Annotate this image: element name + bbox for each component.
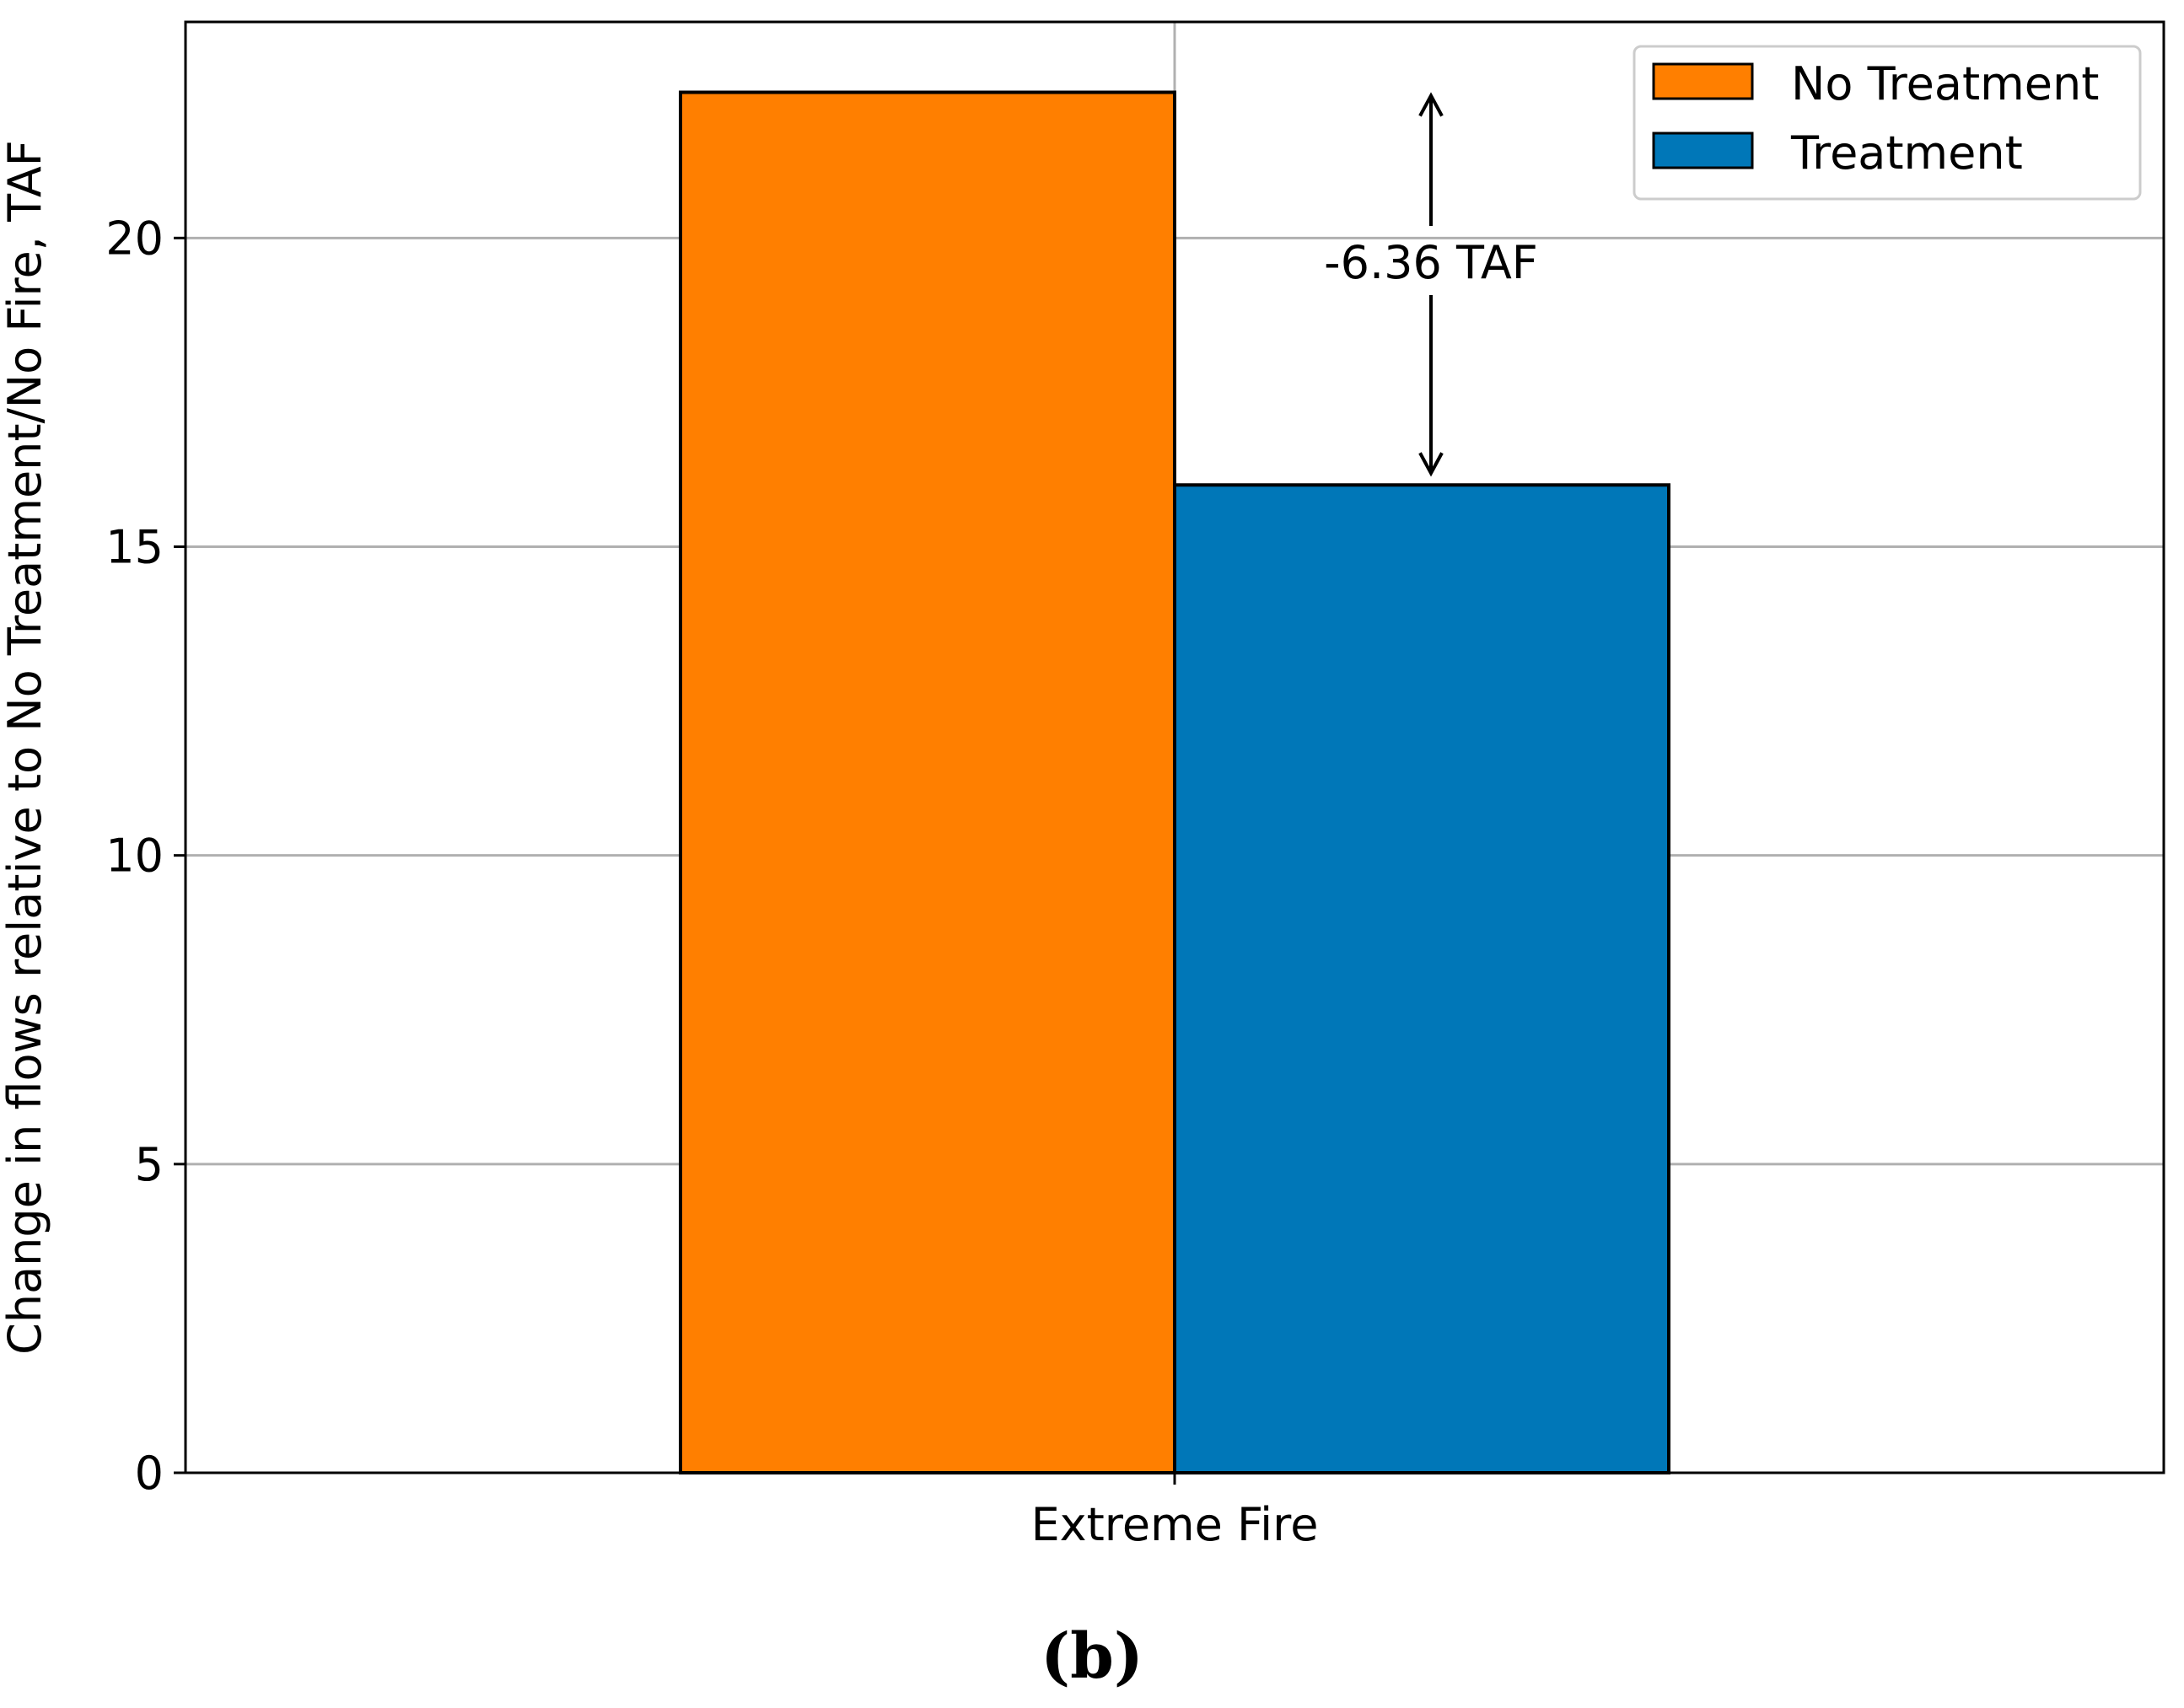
legend-swatch-treatment [1652, 132, 1754, 169]
y-axis: 0 5 10 15 20 [105, 212, 186, 1500]
y-tick-label: 15 [105, 520, 164, 573]
x-tick-label: Extreme Fire [1031, 1498, 1319, 1551]
x-axis: Extreme Fire [1031, 1473, 1319, 1551]
y-tick-label: 0 [135, 1447, 164, 1500]
legend-label-treatment: Treatment [1790, 126, 2023, 180]
arrowhead-down-icon [1418, 452, 1444, 477]
legend-box [1633, 45, 2142, 201]
annotation-label: -6.36 TAF [1324, 236, 1538, 289]
panel-label: (b) [1041, 1620, 1143, 1693]
difference-annotation: -6.36 TAF [1324, 92, 1538, 477]
legend-label-no-treatment: No Treatment [1791, 57, 2099, 110]
y-tick-label: 10 [105, 830, 164, 883]
y-axis-label: Change in flows relative to No Treatment… [0, 140, 51, 1355]
bars [679, 90, 1670, 1474]
arrowhead-up-icon [1418, 92, 1444, 117]
bar-treatment [1173, 483, 1670, 1474]
legend: No Treatment Treatment [1633, 45, 2142, 201]
bar-no-treatment [679, 90, 1176, 1474]
y-tick-label: 5 [135, 1138, 164, 1191]
legend-swatch-no-treatment [1652, 62, 1754, 100]
y-tick-label: 20 [105, 212, 164, 265]
